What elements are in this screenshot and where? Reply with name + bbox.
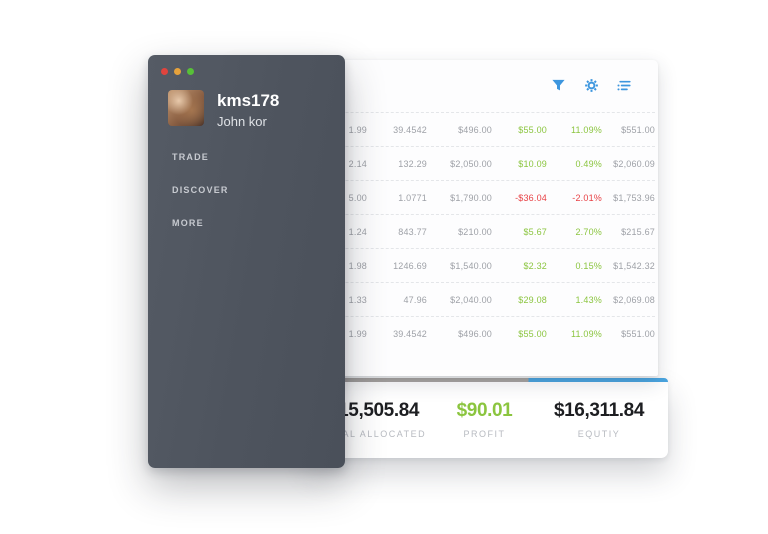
profit-pct-cell: -2.01% xyxy=(572,192,602,203)
summary-stat: $15,505.84 TOTAL ALLOCATED xyxy=(310,400,437,439)
value-cell: $1,542.32 xyxy=(613,260,655,271)
stat-label: EQUTIY xyxy=(577,428,621,439)
profit-pct-cell: 0.49% xyxy=(575,158,602,169)
settings-gear-icon[interactable] xyxy=(583,77,599,93)
units-cell: 47.96 xyxy=(403,294,427,305)
profit-cell: $55.00 xyxy=(518,328,547,339)
units-cell: 39.4542 xyxy=(393,328,427,339)
window-controls xyxy=(161,68,194,75)
price-cell: 1.99 xyxy=(348,124,367,135)
nav-section: DISCOVER xyxy=(170,185,345,195)
value-cell: $2,069.08 xyxy=(613,294,655,305)
summary-stat: $16,311.84 EQUTIY xyxy=(532,400,666,439)
zoom-window-icon[interactable] xyxy=(187,68,194,75)
nav-section: MORE xyxy=(170,218,345,228)
nav-section-label: DISCOVER xyxy=(172,184,229,195)
stat-value: $90.01 xyxy=(456,399,513,421)
sidebar-nav: TRADE DISCOVER MORE xyxy=(148,152,345,228)
price-cell: 1.99 xyxy=(348,328,367,339)
table-row[interactable]: 1.24 843.77 $210.00 $5.67 2.70% $215.67 xyxy=(230,214,655,248)
positions-table: 1.99 39.4542 $496.00 $55.00 11.09% $551.… xyxy=(230,112,655,350)
close-window-icon[interactable] xyxy=(161,68,168,75)
units-cell: 843.77 xyxy=(398,226,427,237)
profit-pct-cell: 2.70% xyxy=(575,226,602,237)
price-cell: 5.00 xyxy=(348,192,367,203)
filter-icon[interactable] xyxy=(550,77,566,93)
nav-section: TRADE xyxy=(170,152,345,162)
invested-cell: $210.00 xyxy=(458,226,492,237)
nav-section-label: TRADE xyxy=(172,151,209,162)
table-row[interactable]: 1.98 1246.69 $1,540.00 $2.32 0.15% $1,54… xyxy=(230,248,655,282)
stat-value: $16,311.84 xyxy=(553,399,645,421)
filter-list-icon[interactable] xyxy=(616,77,632,93)
table-row[interactable]: 1.99 39.4542 $496.00 $55.00 11.09% $551.… xyxy=(230,316,655,350)
user-profile[interactable]: kms178 John kor xyxy=(148,55,345,129)
minimize-window-icon[interactable] xyxy=(174,68,181,75)
profit-pct-cell: 11.09% xyxy=(570,328,602,339)
units-cell: 39.4542 xyxy=(393,124,427,135)
user-avatar[interactable] xyxy=(168,90,204,126)
table-row[interactable]: 2.14 132.29 $2,050.00 $10.09 0.49% $2,06… xyxy=(230,146,655,180)
price-cell: 2.14 xyxy=(348,158,367,169)
profit-cell: $2.32 xyxy=(523,260,547,271)
summary-stat: $90.01 PROFIT xyxy=(437,400,532,439)
invested-cell: $2,040.00 xyxy=(450,294,492,305)
profit-pct-cell: 11.09% xyxy=(570,124,602,135)
value-cell: $215.67 xyxy=(621,226,655,237)
profit-cell: $10.09 xyxy=(518,158,547,169)
value-cell: $551.00 xyxy=(621,328,655,339)
units-cell: 1246.69 xyxy=(393,260,427,271)
summary-card: $15,505.84 TOTAL ALLOCATED $90.01 PROFIT… xyxy=(310,378,668,458)
profit-cell: -$36.04 xyxy=(515,192,547,203)
price-cell: 1.24 xyxy=(348,226,367,237)
table-row[interactable]: 1.33 47.96 $2,040.00 $29.08 1.43% $2,069… xyxy=(230,282,655,316)
units-cell: 132.29 xyxy=(398,158,427,169)
sidebar: kms178 John kor TRADE DISCOVER MORE xyxy=(148,55,345,468)
price-cell: 1.33 xyxy=(348,294,367,305)
price-cell: 1.98 xyxy=(348,260,367,271)
summary-stats-row: $15,505.84 TOTAL ALLOCATED $90.01 PROFIT… xyxy=(310,382,668,456)
profit-cell: $55.00 xyxy=(518,124,547,135)
profit-pct-cell: 0.15% xyxy=(575,260,602,271)
units-cell: 1.0771 xyxy=(398,192,427,203)
portfolio-toolbar xyxy=(230,60,658,110)
profit-pct-cell: 1.43% xyxy=(575,294,602,305)
table-row[interactable]: 5.00 1.0771 $1,790.00 -$36.04 -2.01% $1,… xyxy=(230,180,655,214)
stat-label: PROFIT xyxy=(463,428,506,439)
invested-cell: $496.00 xyxy=(458,328,492,339)
profit-cell: $29.08 xyxy=(518,294,547,305)
summary-card-accent-strip xyxy=(310,378,668,382)
value-cell: $551.00 xyxy=(621,124,655,135)
stat-label: TOTAL ALLOCATED xyxy=(320,428,427,439)
nav-section-label: MORE xyxy=(172,217,204,228)
invested-cell: $1,790.00 xyxy=(450,192,492,203)
value-cell: $2,060.09 xyxy=(613,158,655,169)
stat-value: $15,505.84 xyxy=(327,399,420,421)
user-fullname: John kor xyxy=(217,113,267,129)
invested-cell: $1,540.00 xyxy=(450,260,492,271)
value-cell: $1,753.96 xyxy=(613,192,655,203)
profit-cell: $5.67 xyxy=(523,226,547,237)
invested-cell: $2,050.00 xyxy=(450,158,492,169)
invested-cell: $496.00 xyxy=(458,124,492,135)
username: kms178 xyxy=(217,91,280,110)
table-row[interactable]: 1.99 39.4542 $496.00 $55.00 11.09% $551.… xyxy=(230,112,655,146)
user-names: kms178 John kor xyxy=(217,90,280,129)
